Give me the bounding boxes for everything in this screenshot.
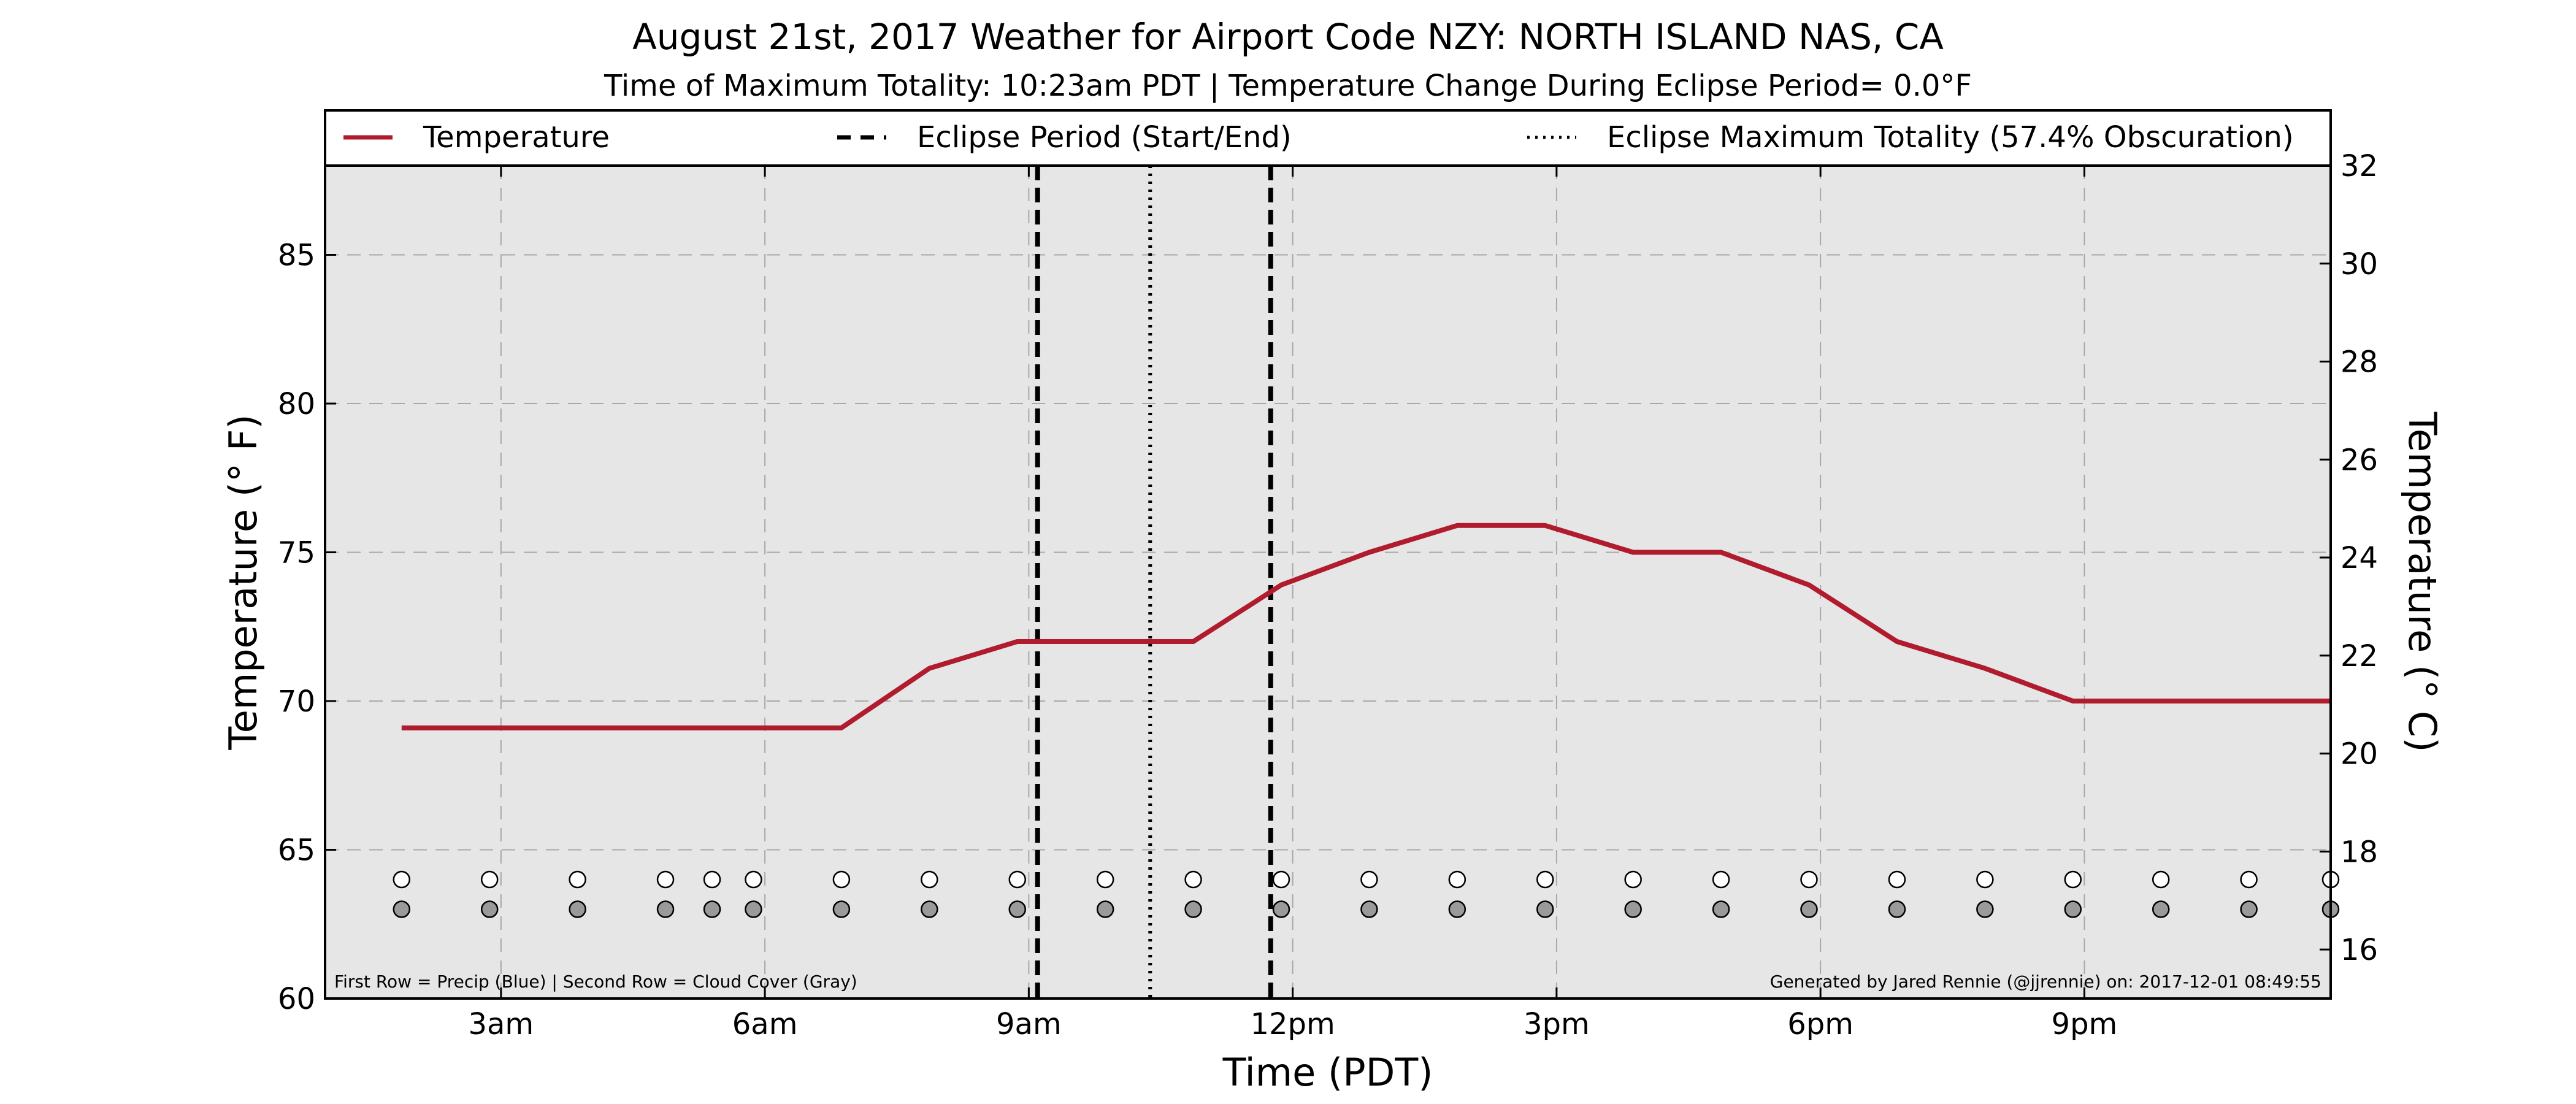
precip-marker	[1184, 870, 1202, 889]
y2-tick-label: 24	[2340, 541, 2378, 575]
y2-tick-label: 22	[2340, 639, 2378, 673]
grid-layer	[325, 166, 2331, 999]
series-layer	[401, 523, 2331, 730]
y2-tick-label: 28	[2340, 345, 2378, 380]
precip-marker	[832, 870, 851, 889]
precip-marker	[1800, 870, 1818, 889]
cloud-cover-marker	[1008, 900, 1026, 918]
cloud-cover-marker	[1360, 900, 1378, 918]
cloud-cover-marker	[2240, 900, 2258, 918]
precip-marker	[1536, 870, 1554, 889]
precip-marker	[1624, 870, 1642, 889]
cloud-cover-marker	[1976, 900, 1994, 918]
chart-subtitle: Time of Maximum Totality: 10:23am PDT | …	[604, 69, 1972, 103]
cloud-cover-marker	[1448, 900, 1466, 918]
x-tick-label: 9am	[996, 1007, 1062, 1041]
precip-marker	[2240, 870, 2258, 889]
cloud-cover-marker	[1096, 900, 1114, 918]
x-tick-label: 12pm	[1250, 1007, 1335, 1041]
y-axis-ticks-left: 60 65 70 75 80 85	[278, 239, 336, 1016]
y-tick-label: 70	[278, 684, 315, 719]
legend-label-eclipse-max: Eclipse Maximum Totality (57.4% Obscurat…	[1607, 120, 2294, 155]
precip-marker	[1712, 870, 1730, 889]
y-tick-label: 75	[278, 536, 315, 570]
precip-marker	[2152, 870, 2170, 889]
plot-background	[325, 166, 2331, 999]
precip-marker	[1096, 870, 1114, 889]
y2-tick-label: 18	[2340, 835, 2378, 869]
y-tick-label: 65	[278, 834, 315, 868]
y-tick-label: 80	[278, 387, 315, 421]
cloud-cover-marker	[832, 900, 851, 918]
x-axis-label: Time (PDT)	[1222, 1050, 1433, 1095]
legend: Temperature Eclipse Period (Start/End) E…	[324, 109, 2332, 167]
precip-marker	[656, 870, 675, 889]
cloud-cover-marker	[393, 900, 411, 918]
x-axis-ticks: 3am 6am 9am 12pm 3pm 6pm 9pm	[468, 166, 2117, 1041]
precip-marker	[569, 870, 586, 889]
marker-layer	[393, 870, 2340, 918]
cloud-cover-marker	[1712, 900, 1730, 918]
y2-tick-label: 16	[2340, 933, 2378, 967]
cloud-cover-marker	[480, 900, 499, 918]
cloud-cover-marker	[2064, 900, 2082, 918]
y-tick-label: 85	[278, 239, 315, 273]
y-tick-label: 60	[278, 982, 315, 1016]
x-tick-label: 9pm	[2052, 1007, 2118, 1041]
legend-label-eclipse-period: Eclipse Period (Start/End)	[917, 120, 1292, 155]
precip-marker	[1888, 870, 1906, 889]
y-axis-label-left: Temperature (° F)	[221, 414, 266, 750]
cloud-cover-marker	[2152, 900, 2170, 918]
cloud-cover-marker	[921, 900, 938, 918]
precip-marker	[745, 870, 762, 889]
x-tick-label: 3am	[468, 1007, 534, 1041]
x-tick-label: 6am	[732, 1007, 798, 1041]
y-axis-ticks-right: 16 18 20 22 24 26 28 30 32	[2320, 149, 2378, 967]
y2-tick-label: 30	[2340, 247, 2378, 282]
precip-marker	[703, 870, 721, 889]
cloud-cover-marker	[703, 900, 721, 918]
annotation-left: First Row = Precip (Blue) | Second Row =…	[334, 972, 857, 992]
precip-marker	[921, 870, 938, 889]
chart-title: August 21st, 2017 Weather for Airport Co…	[632, 16, 1944, 58]
cloud-cover-marker	[1536, 900, 1554, 918]
precip-marker	[1008, 870, 1026, 889]
y2-tick-label: 20	[2340, 737, 2378, 772]
precip-marker	[1360, 870, 1378, 889]
precip-marker	[1448, 870, 1466, 889]
y2-tick-label: 32	[2340, 149, 2378, 183]
legend-frame	[324, 109, 2332, 167]
y2-tick-label: 26	[2340, 443, 2378, 477]
cloud-cover-marker	[656, 900, 675, 918]
cloud-cover-marker	[1272, 900, 1290, 918]
cloud-cover-marker	[745, 900, 762, 918]
precip-marker	[480, 870, 499, 889]
eclipse-layer	[1035, 166, 1273, 999]
cloud-cover-marker	[1888, 900, 1906, 918]
x-tick-label: 6pm	[1787, 1007, 1853, 1041]
cloud-cover-marker	[1184, 900, 1202, 918]
annotation-right: Generated by Jared Rennie (@jjrennie) on…	[1770, 972, 2321, 992]
cloud-cover-marker	[1624, 900, 1642, 918]
y-axis-label-right: Temperature (° C)	[2400, 412, 2445, 753]
precip-marker	[2064, 870, 2082, 889]
legend-label-temperature: Temperature	[423, 120, 610, 155]
precip-marker	[393, 870, 411, 889]
x-tick-label: 3pm	[1524, 1007, 1590, 1041]
cloud-cover-marker	[569, 900, 586, 918]
temperature-series-line	[401, 523, 2331, 730]
precip-marker	[1976, 870, 1994, 889]
cloud-cover-marker	[1800, 900, 1818, 918]
precip-marker	[1272, 870, 1290, 889]
